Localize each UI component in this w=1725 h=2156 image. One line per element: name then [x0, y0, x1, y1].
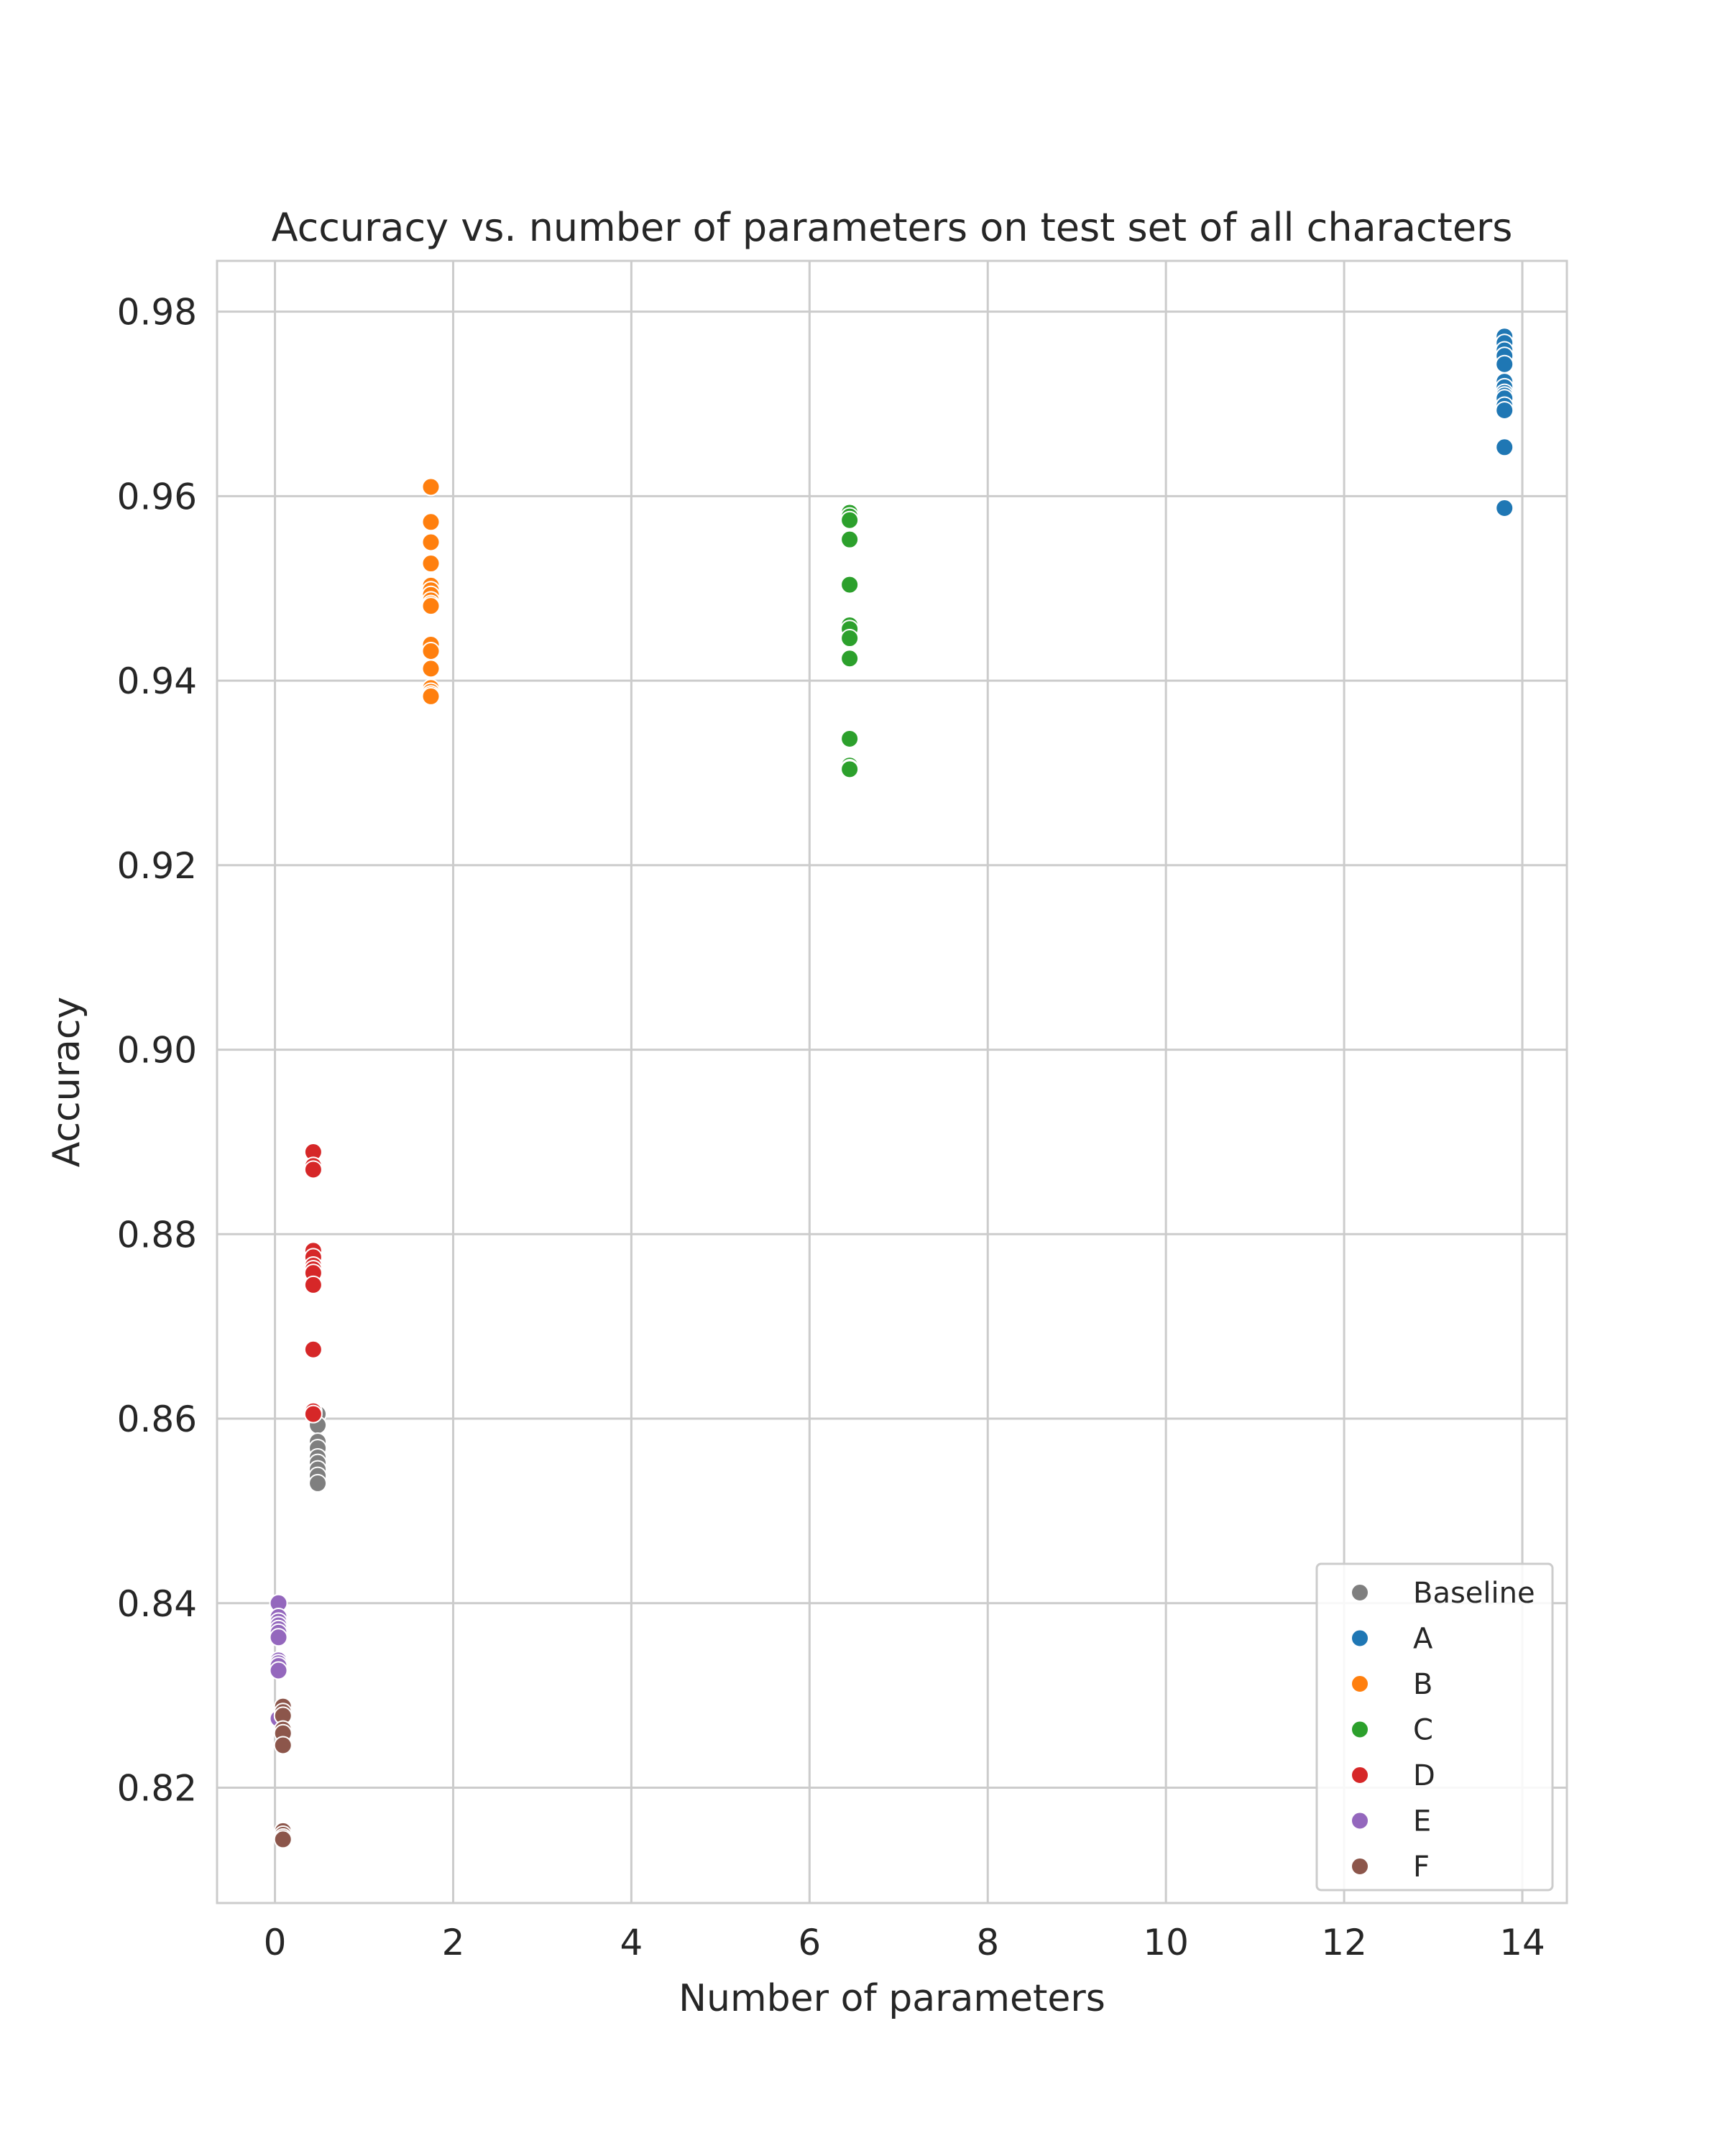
x-tick-label: 4 [620, 1922, 643, 1963]
data-point-a [1495, 438, 1514, 457]
data-point-b [421, 686, 441, 706]
y-tick-label: 0.84 [117, 1583, 197, 1625]
x-tick-label: 14 [1499, 1922, 1545, 1963]
data-point-d [303, 1404, 323, 1424]
data-point-c [840, 729, 860, 748]
legend-marker [1351, 1766, 1369, 1784]
data-point-d [303, 1340, 323, 1359]
legend-label: F [1413, 1851, 1430, 1884]
y-tick-label: 0.82 [117, 1768, 197, 1810]
data-point-c [840, 530, 860, 549]
chart-title: Accuracy vs. number of parameters on tes… [272, 205, 1513, 250]
legend-marker [1351, 1811, 1369, 1830]
legend-marker [1351, 1583, 1369, 1602]
x-tick-label: 0 [264, 1922, 287, 1963]
y-tick-label: 0.92 [117, 845, 197, 887]
data-point-a [1495, 400, 1514, 420]
x-tick-label: 12 [1321, 1922, 1367, 1963]
plot-frame [216, 259, 1568, 1904]
y-tick-label: 0.96 [117, 476, 197, 517]
x-axis-label: Number of parameters [678, 1977, 1105, 2020]
y-tick-labels: 0.82 0.84 0.86 0.88 0.90 0.92 0.94 0.96 0.98 [117, 292, 197, 1810]
data-point-b [421, 659, 441, 678]
y-axis-label: Accuracy [45, 997, 88, 1167]
data-point-d [303, 1275, 323, 1294]
data-point-b [421, 596, 441, 616]
legend-label: E [1413, 1805, 1431, 1838]
legend-marker [1351, 1628, 1369, 1648]
y-tick-label: 0.88 [117, 1214, 197, 1256]
data-point-f [273, 1736, 293, 1755]
data-point-b [421, 512, 441, 532]
legend-marker [1351, 1720, 1369, 1739]
data-point-b [421, 554, 441, 573]
data-points [269, 327, 1514, 1849]
legend-marker [1351, 1857, 1369, 1876]
data-point-f [273, 1830, 293, 1849]
y-tick-label: 0.98 [117, 292, 197, 333]
legend-label: A [1413, 1623, 1433, 1656]
legend-marker [1351, 1674, 1369, 1693]
data-point-b [421, 477, 441, 497]
data-point-c [840, 760, 860, 779]
data-point-d [303, 1160, 323, 1179]
data-point-b [421, 642, 441, 661]
data-point-c [840, 575, 860, 594]
y-tick-label: 0.94 [117, 660, 197, 702]
data-point-c [840, 649, 860, 668]
x-tick-label: 6 [798, 1922, 821, 1963]
x-tick-label: 2 [442, 1922, 465, 1963]
data-point-e [269, 1661, 288, 1680]
data-point-b [421, 533, 441, 552]
y-tick-label: 0.86 [117, 1399, 197, 1440]
y-tick-label: 0.90 [117, 1030, 197, 1072]
legend-label: C [1413, 1714, 1433, 1747]
x-tick-label: 8 [976, 1922, 999, 1963]
data-point-a [1495, 499, 1514, 518]
data-point-a [1495, 354, 1514, 374]
x-tick-label: 10 [1143, 1922, 1189, 1963]
legend-label: B [1413, 1668, 1432, 1701]
legend-box [1315, 1562, 1554, 1892]
data-point-c [840, 629, 860, 648]
legend-label: Baseline [1413, 1577, 1535, 1610]
data-point-baseline [308, 1473, 328, 1493]
data-point-c [840, 510, 860, 530]
data-point-e [269, 1628, 288, 1647]
legend-label: D [1413, 1759, 1435, 1792]
x-tick-labels: 0 2 4 6 8 10 12 14 [264, 1922, 1545, 1963]
